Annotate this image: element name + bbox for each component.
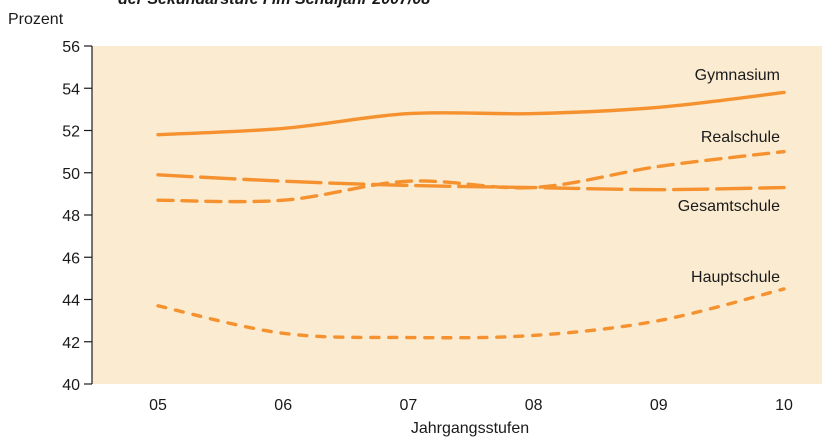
y-tick-label: 52 <box>62 124 80 141</box>
series-label-gymnasium: Gymnasium <box>695 67 780 84</box>
chart-title: der Sekundarstufe I im Schuljahr 2007/08 <box>118 0 430 8</box>
plot-area <box>92 46 822 384</box>
x-tick-label: 06 <box>274 397 292 414</box>
series-label-gesamtschule: Gesamtschule <box>678 198 780 215</box>
y-tick-label: 40 <box>62 377 80 394</box>
y-tick-label: 46 <box>62 250 80 267</box>
y-tick-label: 56 <box>62 39 80 56</box>
x-tick-label: 08 <box>525 397 543 414</box>
series-group <box>156 90 786 340</box>
x-tick-label: 10 <box>775 397 793 414</box>
y-tick-label: 54 <box>62 81 80 98</box>
x-tick-label: 09 <box>650 397 668 414</box>
series-label-hauptschule: Hauptschule <box>691 269 780 286</box>
series-label-realschule: Realschule <box>701 129 780 146</box>
y-tick-label: 50 <box>62 166 80 183</box>
series-line-realschule <box>156 149 786 204</box>
series-line-gesamtschule <box>156 173 786 192</box>
y-axis-label: Prozent <box>8 11 64 28</box>
series-line-gymnasium <box>156 90 786 137</box>
y-tick-label: 42 <box>62 335 80 352</box>
series-labels: Gymnasium Realschule Gesamtschule Hauptschu… <box>678 67 780 286</box>
y-tick-label: 48 <box>62 208 80 225</box>
y-axis: 40 42 44 46 48 50 52 54 56 <box>62 39 93 394</box>
series-line-hauptschule <box>156 287 786 340</box>
x-tick-label: 07 <box>400 397 418 414</box>
x-axis: 05 06 07 08 09 10 <box>149 397 793 414</box>
y-tick-label: 44 <box>62 293 80 310</box>
x-tick-label: 05 <box>149 397 167 414</box>
x-axis-label: Jahrgangsstufen <box>411 420 529 437</box>
